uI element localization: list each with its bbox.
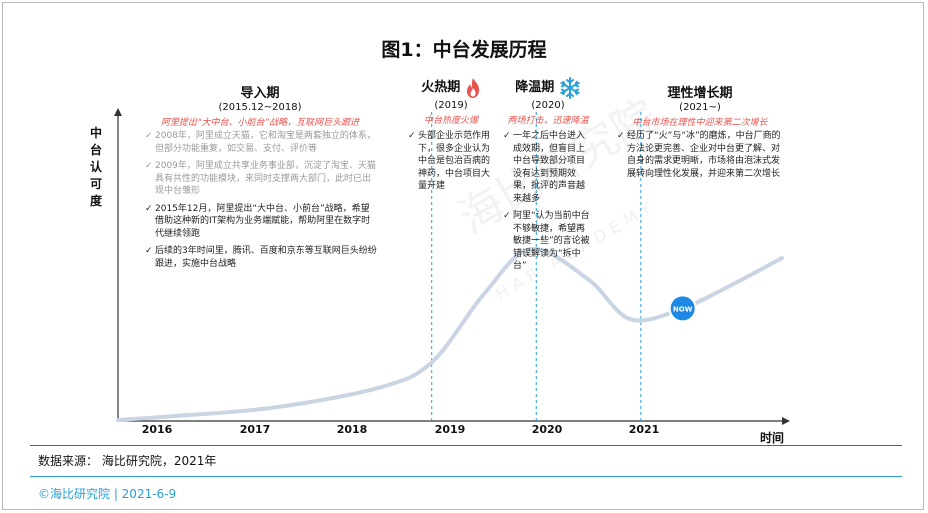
note-cool-2: ✓ 阿里“认为当前中台不够敏捷，希望再敏捷一些”的言论被错误解读为“拆中台” (503, 210, 593, 273)
y-axis-label: 中台认可度 (90, 126, 103, 208)
phase-hot: 火热期 (2019) 中台热度火爆 (403, 76, 499, 126)
y-axis-arrow (114, 108, 122, 116)
note-hot-1: ✓ 头部企业示范作用下，很多企业认为中台是包治百病的神药，中台项目大量开建 (408, 130, 496, 193)
x-tick-2018: 2018 (336, 423, 368, 436)
check-icon: ✓ (145, 161, 153, 171)
now-marker-label: NOW (673, 305, 693, 313)
phase-intro-years: (2015.12~2018) (218, 102, 302, 113)
divider-top (30, 445, 902, 446)
notes-cool: ✓ 一年之后中台进入成效期，但盲目上中台导致部分项目没有达到预期效果，批评的声音越… (503, 130, 593, 278)
phase-cool: 降温期 (2020) 两场打击，迅速降温 (496, 76, 600, 126)
notes-intro: ✓ 2008年，阿里成立天猫，它和淘宝是两套独立的体系，但部分功能重复，如交易、支… (145, 130, 377, 275)
phase-hot-tag: 中台热度火爆 (423, 115, 478, 126)
check-icon: ✓ (145, 246, 153, 256)
x-tick-2016: 2016 (141, 423, 173, 436)
source-note: 数据来源： 海比研究院，2021年 (38, 454, 217, 468)
chart-title: 图1：中台发展历程 (381, 39, 547, 61)
note-intro-3-text: 2015年12月，阿里提出“大中台、小前台”战略，希望借助这种新的IT架构为业务… (155, 203, 371, 239)
check-icon: ✓ (617, 131, 625, 141)
x-tick-2019: 2019 (434, 423, 466, 436)
note-cool-1-text: 一年之后中台进入成效期，但盲目上中台导致部分项目没有达到预期效果，批评的声音越来… (513, 131, 586, 204)
check-icon: ✓ (408, 131, 416, 141)
note-intro-2-text: 2009年，阿里成立共享业务事业部，沉淀了淘宝、天猫具有共性的功能模块，来同时支… (155, 161, 376, 196)
phase-cool-name-text: 降温期 (515, 80, 555, 95)
phase-hot-name: 火热期 (403, 76, 499, 99)
check-icon: ✓ (503, 131, 511, 141)
x-tick-2020: 2020 (531, 423, 563, 436)
note-cool-2-text: 阿里“认为当前中台不够敏捷，希望再敏捷一些”的言论被错误解读为“拆中台” (513, 211, 590, 271)
note-intro-1: ✓ 2008年，阿里成立天猫，它和淘宝是两套独立的体系，但部分功能重复，如交易、支… (145, 130, 377, 155)
snowflake-icon (560, 76, 580, 99)
check-icon: ✓ (503, 211, 511, 221)
phase-growth: 理性增长期 (2021~) 中台市场在理性中迎来第二次增长 (610, 82, 790, 128)
note-intro-1-text: 2008年，阿里成立天猫，它和淘宝是两套独立的体系，但部分功能重复，如交易、支付… (155, 131, 376, 154)
phase-intro-name: 导入期 (240, 86, 280, 101)
note-intro-2: ✓ 2009年，阿里成立共享业务事业部，沉淀了淘宝、天猫具有共性的功能模块，来同时… (145, 160, 377, 198)
note-growth-1: ✓ 经历了“火”与“冰”的磨炼，中台厂商的方法论更完善、企业对中台更了解、对自身的… (617, 130, 787, 180)
phase-growth-name: 理性增长期 (667, 86, 733, 101)
phase-cool-name: 降温期 (496, 76, 600, 99)
x-axis-arrow (782, 417, 790, 425)
note-hot-1-text: 头部企业示范作用下，很多企业认为中台是包治百病的神药，中台项目大量开建 (418, 131, 491, 191)
note-intro-4-text: 后续的3年时间里，腾讯、百度和京东等互联网巨头纷纷跟进，实施中台战略 (155, 246, 377, 269)
phase-cool-tag: 两场打击，迅速降温 (507, 115, 589, 126)
fire-icon (466, 77, 479, 98)
x-axis-label: 时间 (760, 431, 785, 445)
phase-intro: 导入期 (2015.12~2018) 阿里提出“大中台、小前台”战略，互联网巨头… (150, 82, 370, 128)
note-intro-4: ✓ 后续的3年时间里，腾讯、百度和京东等互联网巨头纷纷跟进，实施中台战略 (145, 245, 377, 270)
divider-bottom (30, 476, 902, 477)
check-icon: ✓ (145, 203, 153, 214)
now-marker (668, 294, 697, 323)
phase-growth-tag: 中台市场在理性中迎来第二次增长 (632, 118, 768, 128)
check-icon: ✓ (145, 131, 153, 141)
phase-cool-years: (2020) (531, 99, 565, 111)
phase-hot-name-text: 火热期 (421, 80, 461, 95)
note-growth-1-text: 经历了“火”与“冰”的磨炼，中台厂商的方法论更完善、企业对中台更了解、对自身的需… (627, 131, 781, 179)
footer-copyright: ©海比研究院 | 2021-6-9 (38, 487, 177, 501)
notes-growth: ✓ 经历了“火”与“冰”的磨炼，中台厂商的方法论更完善、企业对中台更了解、对自身的… (617, 130, 787, 185)
note-intro-3: ✓ 2015年12月，阿里提出“大中台、小前台”战略，希望借助这种新的IT架构为业… (145, 203, 377, 241)
phase-intro-tag: 阿里提出“大中台、小前台”战略，互联网巨头跟进 (160, 118, 360, 128)
phase-growth-years: (2021~) (679, 102, 721, 113)
x-tick-2021: 2021 (628, 423, 660, 436)
note-cool-1: ✓ 一年之后中台进入成效期，但盲目上中台导致部分项目没有达到预期效果，批评的声音越… (503, 130, 593, 205)
x-tick-2017: 2017 (239, 423, 271, 436)
phase-hot-years: (2019) (434, 99, 468, 111)
notes-hot: ✓ 头部企业示范作用下，很多企业认为中台是包治百病的神药，中台项目大量开建 (408, 130, 496, 198)
